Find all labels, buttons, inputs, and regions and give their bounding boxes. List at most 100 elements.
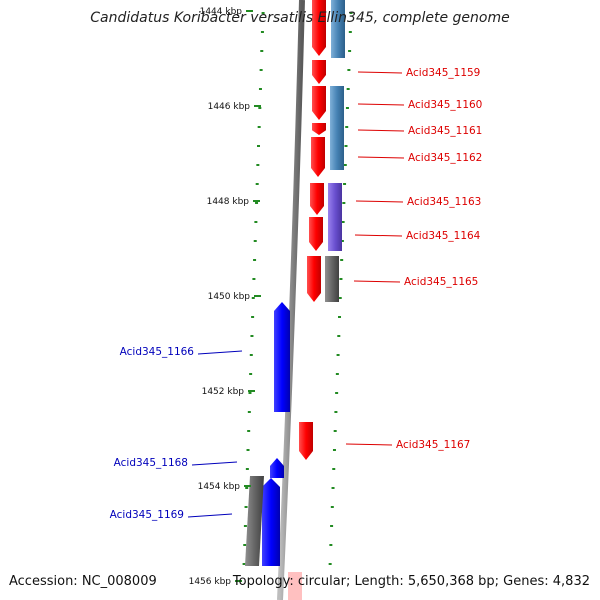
gene-leader-line [187,513,233,518]
gene-label[interactable]: Acid345_1166 [120,346,195,358]
page-title: Candidatus Koribacter versatilis Ellin34… [90,10,510,26]
minor-tick [335,373,339,375]
minor-tick [258,107,262,109]
minor-tick [253,240,257,242]
minor-tick [342,202,346,204]
gene-arrow[interactable] [307,256,321,302]
minor-tick [345,126,349,128]
minor-tick [349,12,353,14]
minor-tick [330,506,334,508]
genome-backbone [277,0,305,600]
ruler: 1444 kbp 1446 kbp 1448 kbp 1450 kbp 1452 kbp… [189,7,261,587]
minor-tick [257,145,260,147]
gene-leader-line [191,461,238,466]
minor-tick [252,278,256,280]
minor-tick [345,107,349,109]
minor-tick [337,335,341,337]
gene-label[interactable]: Acid345_1162 [408,152,482,164]
minor-tick [338,297,342,299]
ruler-tick-label: 1444 kbp [200,7,243,17]
gene-arrow[interactable] [262,478,280,566]
minor-tick [245,487,249,489]
gene-arrow[interactable] [312,60,326,84]
gene-leader-line [353,280,401,283]
minor-tick [340,240,344,242]
minor-tick [247,430,251,432]
gene-track [245,0,326,566]
minor-tick [343,183,347,185]
gene-label[interactable]: Acid345_1164 [406,230,481,242]
ruler-tick-label: 1450 kbp [208,292,251,302]
gene-arrow[interactable] [309,217,323,251]
cog-box [331,0,345,58]
minor-tick [331,487,335,489]
gene-arrow-partial [288,572,302,600]
cog-box [328,183,342,251]
minor-tick [332,468,336,470]
minor-tick [336,354,340,356]
minor-tick [257,126,261,128]
minor-tick [242,563,246,565]
gene-label[interactable]: Acid345_1168 [114,457,188,469]
gene-arrow[interactable] [312,0,326,56]
gene-leader-line [345,443,393,446]
minor-tick [334,411,338,413]
minor-tick [243,544,247,546]
cog-box [245,476,264,566]
minor-tick [255,183,259,185]
gene-arrow[interactable] [312,123,326,135]
minor-tick [249,373,253,375]
gene-label[interactable]: Acid345_1163 [407,196,481,208]
minor-tick [341,221,345,223]
cog-track [288,0,345,600]
ruler-tick-label: 1456 kbp [189,577,232,587]
minor-tick [258,88,262,90]
minor-tick [247,411,251,413]
gene-label[interactable]: Acid345_1167 [396,439,470,451]
gene-label[interactable]: Acid345_1165 [404,276,478,288]
gene-arrow[interactable] [299,422,313,460]
gene-arrow[interactable] [270,458,284,478]
minor-tick [253,259,257,261]
minor-tick [255,202,259,204]
minor-tick [329,544,333,546]
minor-tick [251,297,255,299]
ruler-tick-label: 1452 kbp [202,387,245,397]
minor-tick [348,31,352,33]
gene-label[interactable]: Acid345_1169 [110,509,184,521]
minor-tick [261,12,265,14]
ruler-tick-label: 1446 kbp [208,102,251,112]
gene-label[interactable]: Acid345_1161 [408,125,482,137]
ruler-tick-label: 1448 kbp [207,197,250,207]
gene-arrow[interactable] [274,302,290,412]
minor-tick [251,316,255,318]
cog-box [325,256,339,302]
minor-tick [243,525,247,527]
gene-label[interactable]: Acid345_1160 [408,99,482,111]
minor-tick [335,392,339,394]
tick-dots [242,12,353,565]
gene-callouts: Acid345_1159 Acid345_1160 Acid345_1161 Acid… [110,67,483,521]
minor-tick [344,145,348,147]
minor-tick [339,278,343,280]
minor-tick [249,354,253,356]
ruler-tick-label: 1454 kbp [198,482,241,492]
minor-tick [248,392,252,394]
minor-tick [343,164,347,166]
gene-leader-line [357,156,405,159]
minor-tick [346,88,350,90]
gene-leader-line [357,71,403,74]
gene-leader-line [357,129,405,132]
gene-leader-line [354,234,403,237]
gene-label[interactable]: Acid345_1159 [406,67,480,79]
minor-tick [260,50,264,52]
cog-box [330,86,344,170]
gene-arrow[interactable] [310,183,324,215]
minor-tick [254,221,258,223]
minor-tick [244,506,248,508]
gene-arrow[interactable] [312,86,326,120]
minor-tick [246,449,250,451]
minor-tick [330,525,334,527]
gene-arrow[interactable] [311,137,325,177]
